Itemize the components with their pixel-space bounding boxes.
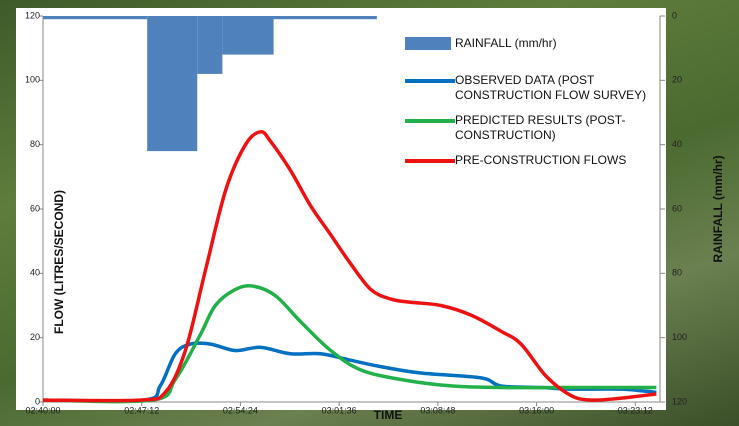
x-tick-label: 03:16:00 <box>519 405 554 415</box>
y2-tick-label: 60 <box>672 203 682 213</box>
legend-swatch <box>405 36 455 51</box>
legend-entry: OBSERVED DATA (POST CONSTRUCTION FLOW SU… <box>405 73 655 103</box>
y2-tick-label: 20 <box>672 75 682 85</box>
y-tick-label: 80 <box>30 139 40 149</box>
y2-axis-title: RAINFALL (mm/hr) <box>711 155 725 262</box>
x-tick-label: 02:54:24 <box>223 405 258 415</box>
legend-label: RAINFALL (mm/hr) <box>455 36 557 51</box>
y2-tick-label: 100 <box>672 332 687 342</box>
legend-swatch <box>405 73 455 88</box>
legend-label: OBSERVED DATA (POST CONSTRUCTION FLOW SU… <box>455 73 655 103</box>
y2-tick-label: 120 <box>672 396 687 406</box>
y2-tick-label: 0 <box>672 10 677 20</box>
y-tick-label: 100 <box>25 75 40 85</box>
legend-swatch <box>405 153 455 168</box>
legend-label: PREDICTED RESULTS (POST-CONSTRUCTION) <box>455 113 655 143</box>
rain-bar <box>197 16 222 74</box>
x-tick-label: 03:01:36 <box>322 405 357 415</box>
x-tick-label: 02:40:00 <box>25 405 60 415</box>
y-tick-label: 60 <box>30 203 40 213</box>
rain-bar <box>222 16 273 55</box>
legend-swatch <box>405 113 455 128</box>
rain-bar <box>43 16 147 19</box>
y-axis-title: FLOW (LITRES/SECOND) <box>52 190 66 334</box>
page: FLOW (LITRES/SECOND) RAINFALL (mm/hr) TI… <box>0 0 739 426</box>
legend-label: PRE-CONSTRUCTION FLOWS <box>455 153 626 168</box>
rain-bar <box>274 16 377 19</box>
y-tick-label: 40 <box>30 268 40 278</box>
y2-tick-label: 40 <box>672 139 682 149</box>
legend: RAINFALL (mm/hr) OBSERVED DATA (POST CONS… <box>405 36 655 178</box>
legend-entry: RAINFALL (mm/hr) <box>405 36 655 51</box>
x-axis-title: TIME <box>374 408 403 422</box>
x-tick-label: 02:47:12 <box>124 405 159 415</box>
x-tick-label: 03:08:48 <box>420 405 455 415</box>
x-tick-label: 03:23:12 <box>618 405 653 415</box>
rain-bar <box>147 16 197 151</box>
legend-entry: PREDICTED RESULTS (POST-CONSTRUCTION) <box>405 113 655 143</box>
y-tick-label: 120 <box>25 10 40 20</box>
legend-entry: PRE-CONSTRUCTION FLOWS <box>405 153 655 168</box>
y-tick-label: 20 <box>30 332 40 342</box>
y2-tick-label: 80 <box>672 268 682 278</box>
